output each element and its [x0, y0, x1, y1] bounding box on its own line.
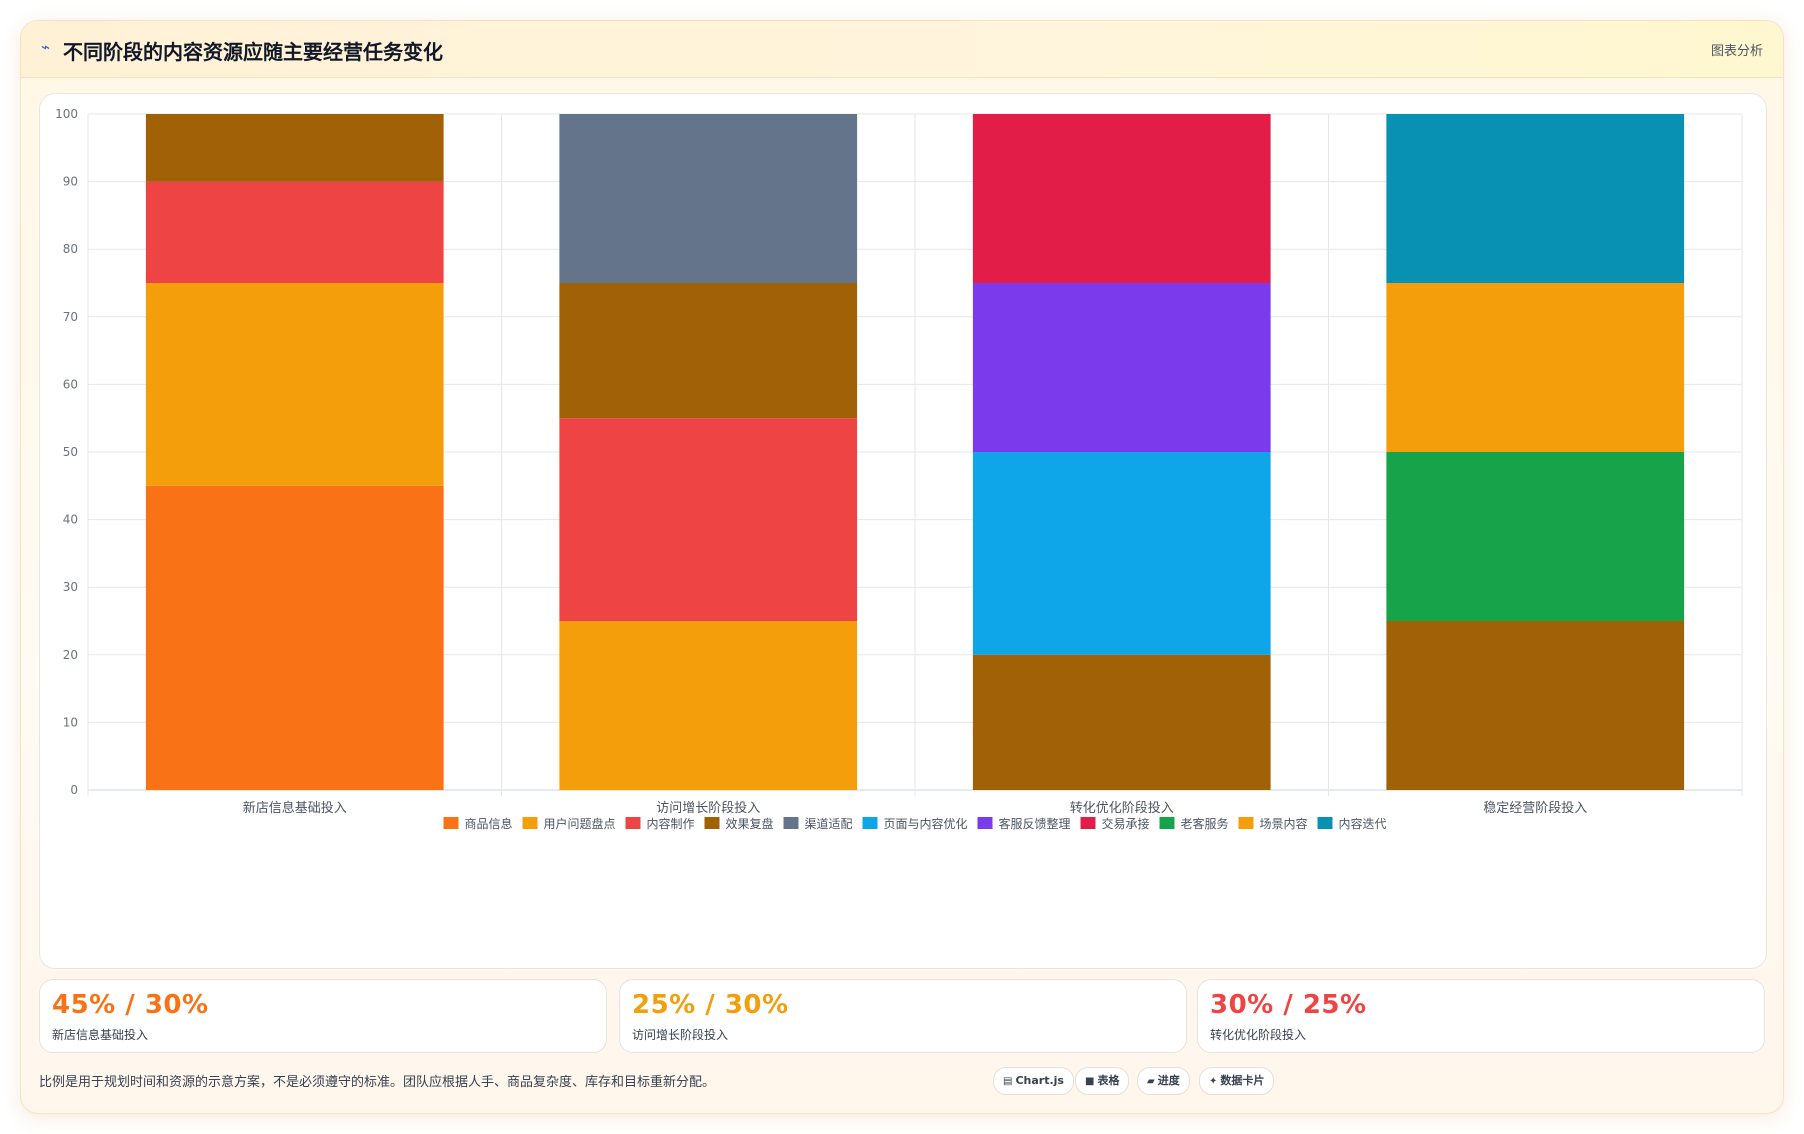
- bar-segment: [1386, 621, 1685, 790]
- tag-label: 表格: [1097, 1074, 1120, 1087]
- legend-swatch: [977, 817, 993, 829]
- legend-swatch: [1159, 817, 1175, 829]
- tag-table[interactable]: ■ 表格: [1075, 1067, 1130, 1095]
- stat-card: 45% / 30% 新店信息基础投入: [39, 979, 607, 1053]
- tag-chartjs[interactable]: ▤ Chart.js: [993, 1067, 1074, 1095]
- chart-icon: ▤: [1003, 1076, 1013, 1087]
- legend-swatch: [704, 817, 720, 829]
- x-tick-label: 新店信息基础投入: [243, 800, 347, 816]
- legend-swatch: [1317, 817, 1333, 829]
- card-header: ⌁ 不同阶段的内容资源应随主要经营任务变化 图表分析: [21, 21, 1783, 78]
- y-tick-label: 10: [63, 715, 78, 729]
- bar-segment: [559, 283, 858, 419]
- stat-card: 30% / 25% 转化优化阶段投入: [1197, 979, 1765, 1053]
- legend-label: 用户问题盘点: [544, 816, 616, 831]
- stacked-bar-chart: 0 10 20 30 40 50 60 70 80 90 100 新店信息基础投入 访问增长阶段投入 转化…: [55, 107, 1743, 831]
- bar-segment: [559, 114, 858, 283]
- stats-row: 45% / 30% 新店信息基础投入 25% / 30% 访问增长阶段投入 30…: [39, 979, 1765, 1053]
- tag-label: 进度: [1157, 1074, 1180, 1087]
- bar-segment: [1386, 114, 1685, 283]
- legend-swatch: [1080, 817, 1096, 829]
- legend-label: 内容迭代: [1339, 816, 1387, 831]
- legend-label: 效果复盘: [726, 816, 774, 831]
- bar-segment: [972, 283, 1271, 452]
- chart-container: 0 10 20 30 40 50 60 70 80 90 100 新店信息基础投入 访问增长阶段投入 转化…: [39, 93, 1767, 969]
- stat-value: 45% / 30%: [52, 990, 209, 1020]
- legend-label: 内容制作: [647, 816, 695, 831]
- stat-label: 新店信息基础投入: [52, 1028, 149, 1042]
- legend-label: 页面与内容优化: [884, 816, 968, 831]
- y-tick-label: 100: [55, 107, 78, 121]
- x-tick-label: 访问增长阶段投入: [656, 800, 760, 816]
- legend-label: 老客服务: [1181, 816, 1229, 831]
- bar-segment: [972, 654, 1271, 790]
- tag-data-card[interactable]: ✦ 数据卡片: [1199, 1067, 1275, 1095]
- stat-value: 25% / 30%: [632, 990, 789, 1020]
- stat-label: 转化优化阶段投入: [1210, 1028, 1307, 1042]
- tag-label: Chart.js: [1015, 1074, 1064, 1087]
- y-tick-label: 20: [63, 648, 78, 662]
- chart-analysis-link[interactable]: 图表分析: [1710, 44, 1763, 59]
- legend-label: 交易承接: [1102, 816, 1150, 831]
- bar-segment: [559, 418, 858, 621]
- legend-label: 场景内容: [1260, 816, 1308, 831]
- legend-swatch: [443, 817, 459, 829]
- stat-value: 30% / 25%: [1210, 990, 1367, 1020]
- stat-label: 访问增长阶段投入: [632, 1028, 729, 1042]
- progress-icon: ▰: [1147, 1076, 1155, 1087]
- bar-segment: [145, 485, 444, 790]
- y-tick-label: 70: [63, 310, 78, 324]
- footnote: 比例是用于规划时间和资源的示意方案，不是必须遵守的标准。团队应根据人手、商品复杂…: [39, 1075, 716, 1090]
- bar-segment: [559, 621, 858, 790]
- legend-swatch: [783, 817, 799, 829]
- bar-segment: [1386, 452, 1685, 621]
- y-tick-label: 40: [63, 513, 78, 527]
- legend-swatch: [862, 817, 878, 829]
- legend-label: 渠道适配: [805, 817, 853, 831]
- bar-segment: [972, 114, 1271, 283]
- chart-card: ⌁ 不同阶段的内容资源应随主要经营任务变化 图表分析 0 10 20 30 40 50 60…: [20, 20, 1784, 1114]
- bar-segment: [1386, 283, 1685, 452]
- y-tick-label: 80: [63, 242, 78, 256]
- bar-segment: [145, 283, 444, 486]
- legend-label: 商品信息: [465, 816, 513, 831]
- y-tick-label: 50: [63, 445, 78, 459]
- legend-swatch: [522, 817, 538, 829]
- page-title: 不同阶段的内容资源应随主要经营任务变化: [63, 40, 443, 64]
- x-tick-label: 稳定经营阶段投入: [1483, 800, 1587, 816]
- bar-segment: [972, 452, 1271, 655]
- legend-label: 客服反馈整理: [999, 816, 1071, 831]
- tag-progress[interactable]: ▰ 进度: [1137, 1067, 1190, 1095]
- legend-swatch: [625, 817, 641, 829]
- y-tick-label: 90: [63, 175, 78, 189]
- legend-swatch: [1238, 817, 1254, 829]
- sparkline-icon: ⌁: [41, 38, 51, 56]
- y-tick-label: 0: [70, 783, 78, 797]
- card-icon: ✦: [1209, 1076, 1218, 1087]
- stat-card: 25% / 30% 访问增长阶段投入: [619, 979, 1187, 1053]
- y-tick-label: 60: [63, 377, 78, 391]
- y-tick-label: 30: [63, 580, 78, 594]
- x-tick-label: 转化优化阶段投入: [1070, 800, 1174, 816]
- table-icon: ■: [1085, 1076, 1095, 1087]
- bar-segment: [145, 181, 444, 283]
- bar-segment: [145, 114, 444, 182]
- tag-label: 数据卡片: [1220, 1074, 1265, 1087]
